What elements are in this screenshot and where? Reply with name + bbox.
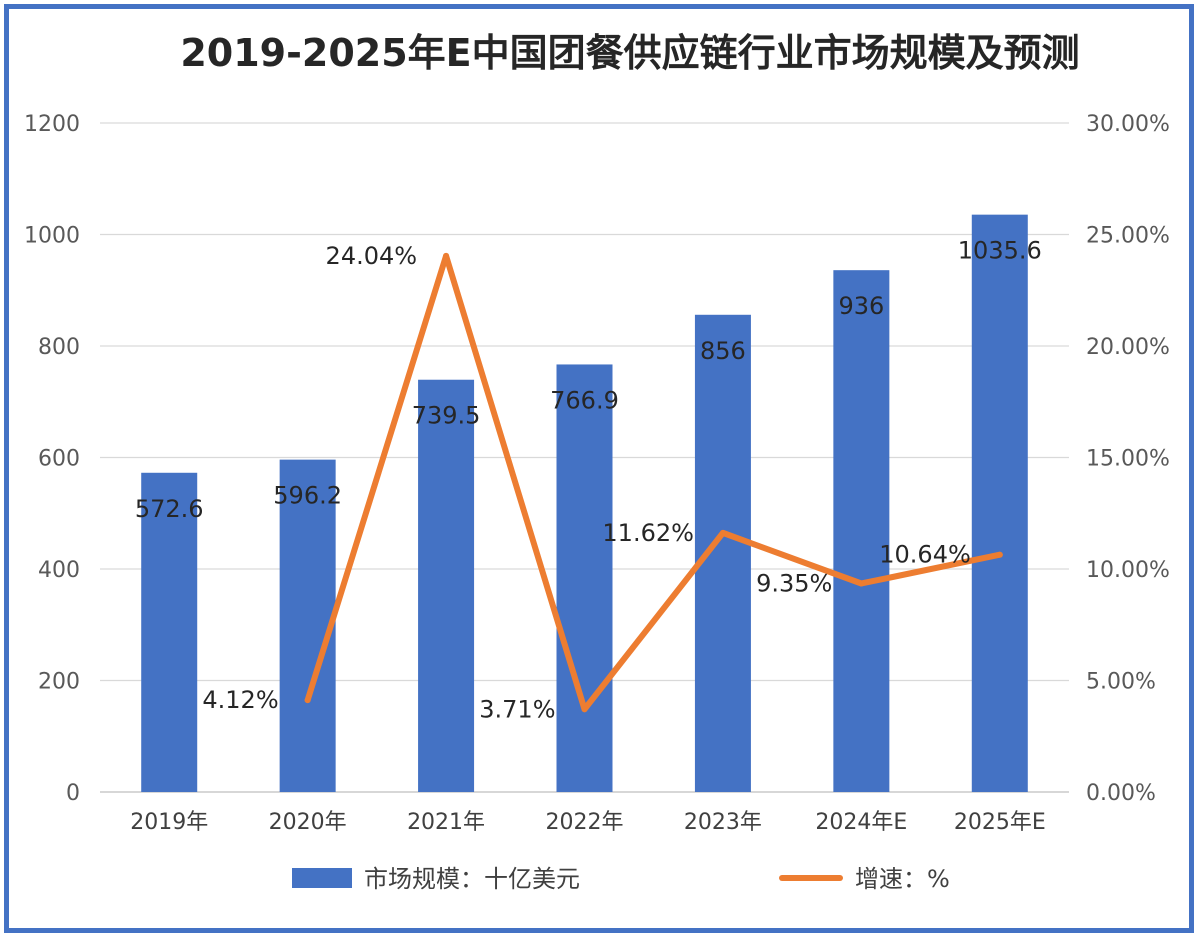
growth-line [304,252,1003,713]
growth-point [443,252,450,259]
bar [141,472,198,792]
line-data-labels: 4.12% 24.04% 3.71% 11.62% 9.35% 10.64% [202,242,970,723]
category-label: 2023年 [684,810,762,835]
right-tick-label: 25.00% [1086,224,1170,249]
growth-value-label: 4.12% [202,686,278,714]
left-tick-label: 600 [38,447,80,472]
left-tick-label: 800 [38,335,80,360]
right-tick-label: 30.00% [1086,112,1170,137]
right-tick-label: 0.00% [1086,781,1156,806]
right-axis-ticks: 0.00% 5.00% 10.00% 15.00% 20.00% 25.00% 30.00% [1086,112,1170,806]
category-label: 2019年 [130,810,208,835]
left-tick-label: 400 [38,558,80,583]
legend-label-line: 增速：% [855,865,950,893]
growth-value-label: 10.64% [879,541,971,569]
category-labels: 2019年 2020年 2021年 2022年 2023年 2024年E 2025年E [130,810,1046,835]
growth-value-label: 9.35% [756,569,832,597]
line-series [304,252,1003,713]
growth-value-label: 24.04% [326,242,418,270]
growth-value-label: 11.62% [602,519,694,547]
left-tick-label: 1000 [24,224,80,249]
left-tick-label: 0 [66,781,80,806]
right-tick-label: 10.00% [1086,558,1170,583]
right-tick-label: 5.00% [1086,670,1156,695]
left-tick-label: 1200 [24,112,80,137]
right-tick-label: 15.00% [1086,447,1170,472]
bar [556,364,613,792]
bar-value-label: 572.6 [135,495,204,523]
bar-value-label: 596.2 [273,482,342,510]
chart-title: 2019-2025年E中国团餐供应链行业市场规模及预测 [180,31,1079,75]
bar-value-label: 766.9 [550,386,619,414]
growth-point [581,706,588,713]
legend: 市场规模：十亿美元 增速：% [292,865,950,893]
bar [833,270,890,792]
category-label: 2020年 [269,810,347,835]
legend-label-bars: 市场规模：十亿美元 [364,865,580,893]
bar-value-label: 936 [838,292,884,320]
left-axis-ticks: 0 200 400 600 800 1000 1200 [24,112,80,806]
growth-point [858,580,865,587]
right-tick-label: 20.00% [1086,335,1170,360]
growth-point [304,697,311,704]
bar [279,459,336,792]
bar [971,214,1028,792]
legend-swatch-bars [292,868,352,888]
category-label: 2024年E [815,810,907,835]
growth-point [719,529,726,536]
growth-value-label: 3.71% [479,695,555,723]
category-label: 2022年 [546,810,624,835]
bar [418,379,475,792]
growth-point [996,551,1003,558]
category-label: 2021年 [407,810,485,835]
bar-value-label: 1035.6 [958,237,1042,265]
left-tick-label: 200 [38,670,80,695]
bar-series [141,214,1028,792]
category-label: 2025年E [954,810,1046,835]
gridlines [100,122,1069,793]
bar-value-label: 856 [700,337,746,365]
bar-data-labels: 572.6 596.2 739.5 766.9 856 936 1035.6 [135,237,1042,523]
bar-value-label: 739.5 [412,402,481,430]
